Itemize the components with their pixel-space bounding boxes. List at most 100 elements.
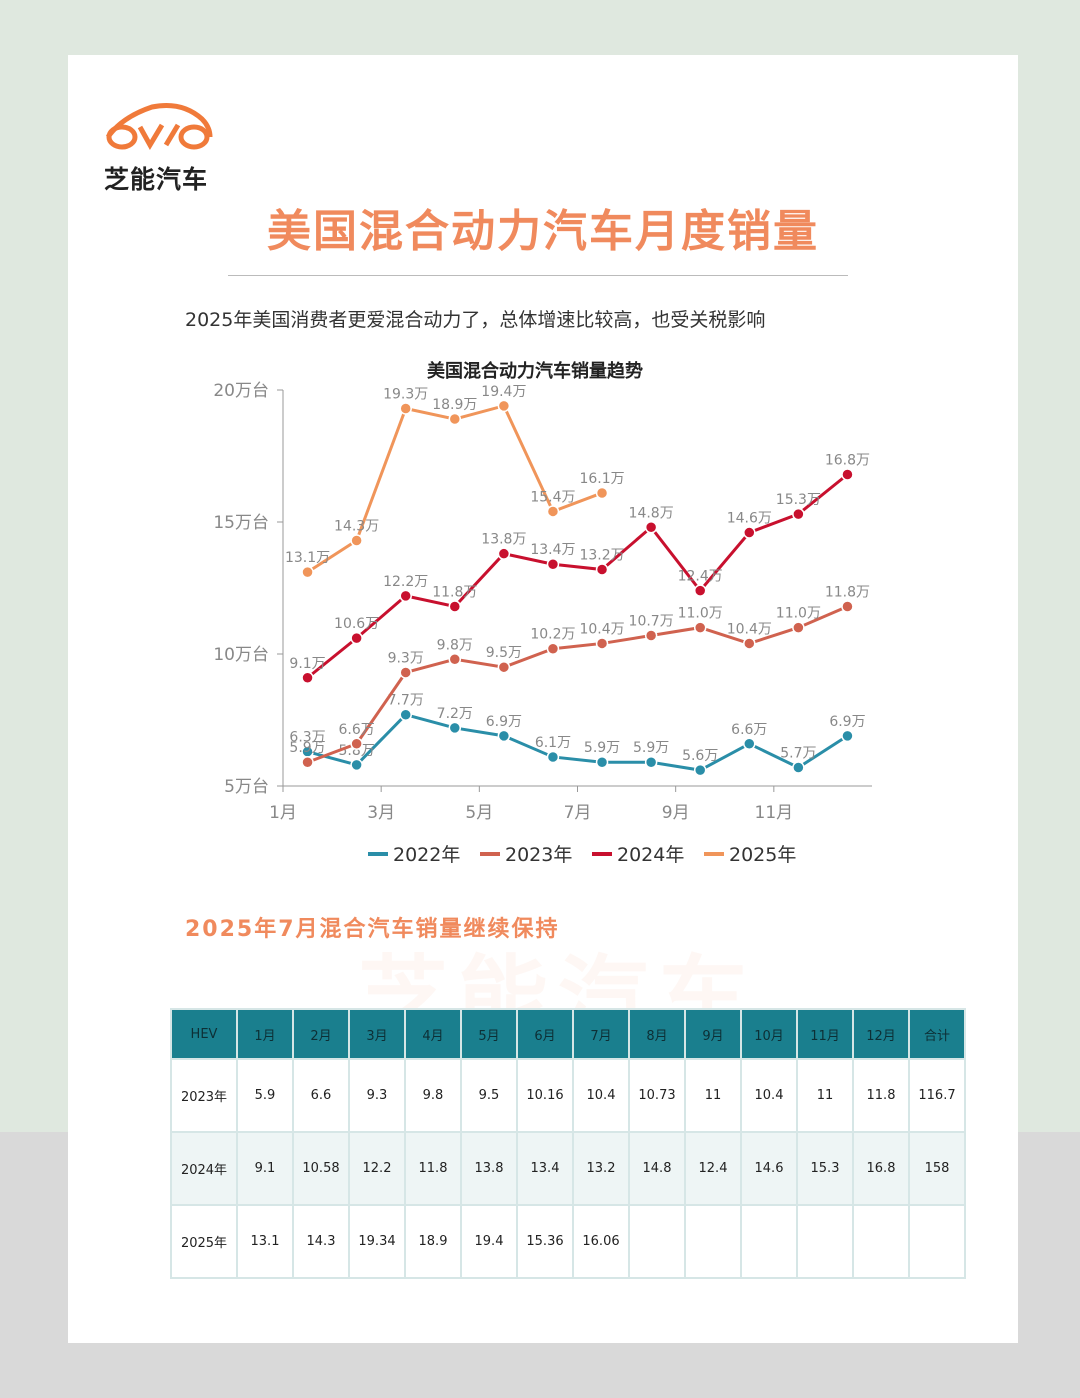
legend-label: 2023年 bbox=[505, 844, 572, 866]
data-point bbox=[399, 589, 412, 603]
data-label: 5.7万 bbox=[780, 746, 816, 762]
table-cell: 合计 bbox=[908, 1008, 966, 1060]
table-cell bbox=[796, 1204, 854, 1279]
data-point bbox=[644, 629, 658, 642]
table-cell: 5月 bbox=[460, 1008, 518, 1060]
table-cell: 12.2 bbox=[348, 1131, 406, 1206]
table-cell: 12月 bbox=[852, 1008, 910, 1060]
data-label: 6.6万 bbox=[338, 722, 374, 738]
table-cell: 9.3 bbox=[348, 1058, 406, 1133]
table-cell: 9.5 bbox=[460, 1058, 518, 1133]
table-cell: 11.8 bbox=[404, 1131, 462, 1206]
data-point bbox=[546, 557, 560, 571]
data-label: 10.4万 bbox=[727, 621, 772, 637]
data-point bbox=[497, 399, 511, 413]
series-line bbox=[307, 605, 849, 764]
data-point bbox=[350, 534, 363, 547]
data-label: 6.9万 bbox=[486, 714, 522, 730]
data-label: 7.2万 bbox=[437, 706, 473, 722]
table-cell: 11 bbox=[684, 1058, 742, 1133]
data-label: 14.3万 bbox=[334, 518, 379, 534]
data-point bbox=[595, 563, 609, 576]
table-cell: 16.8 bbox=[852, 1131, 910, 1206]
data-point bbox=[497, 660, 511, 674]
title: 美国混合动力汽车月度销量 bbox=[267, 206, 819, 257]
table-cell: 5.9 bbox=[236, 1058, 294, 1133]
data-label: 5.9万 bbox=[289, 740, 325, 756]
data-table: HEV 1月 2月 3月 4月 5月 6月 7月 8月 9月 10月 11月 12月 合计 2023年 5.9… bbox=[170, 1008, 966, 1279]
subtitle: 2025年美国消费者更爱混合动力了，总体增速比较高，也受关税影响 bbox=[185, 309, 766, 331]
table-cell: 1月 bbox=[236, 1008, 294, 1060]
table-cell: 9.1 bbox=[236, 1131, 294, 1206]
data-label: 12.4万 bbox=[678, 569, 723, 585]
table-cell: 11月 bbox=[796, 1008, 854, 1060]
table-cell: 12.4 bbox=[684, 1131, 742, 1206]
data-label: 5.9万 bbox=[633, 740, 669, 756]
data-point bbox=[693, 621, 707, 634]
table-cell: 10.16 bbox=[516, 1058, 574, 1133]
legend-label: 2024年 bbox=[617, 844, 684, 866]
table-cell: 14.8 bbox=[628, 1131, 686, 1206]
data-point bbox=[448, 600, 462, 613]
table-cell: 13.2 bbox=[572, 1131, 630, 1206]
data-point bbox=[743, 637, 756, 650]
data-label: 14.6万 bbox=[727, 511, 772, 527]
series-line bbox=[306, 473, 849, 679]
table-cell: 158 bbox=[908, 1131, 966, 1206]
x-tick-label: 7月 bbox=[564, 803, 592, 823]
data-point bbox=[448, 412, 462, 426]
data-label: 6.6万 bbox=[731, 722, 767, 738]
data-point bbox=[350, 631, 363, 645]
table-cell bbox=[852, 1204, 910, 1279]
data-label: 15.3万 bbox=[776, 492, 821, 508]
brand: 芝能汽车 bbox=[104, 165, 209, 194]
logo bbox=[105, 103, 213, 150]
table-row: 2023年 5.9 6.6 9.3 9.8 9.5 10.16 10.4 10.73 11 10.4… bbox=[170, 1058, 966, 1133]
data-label: 13.8万 bbox=[481, 532, 526, 548]
table-cell bbox=[908, 1204, 966, 1279]
table-cell: 6.6 bbox=[292, 1058, 350, 1133]
table-cell bbox=[628, 1204, 686, 1279]
table-cell: 19.4 bbox=[460, 1204, 518, 1279]
data-label: 16.8万 bbox=[825, 452, 870, 468]
table-cell: 13.8 bbox=[460, 1131, 518, 1206]
data-point bbox=[301, 755, 314, 769]
y-tick-label: 10万台 bbox=[213, 645, 269, 665]
table-cell bbox=[740, 1204, 798, 1279]
data-point bbox=[792, 507, 805, 521]
data-label: 10.2万 bbox=[530, 627, 575, 643]
table-cell: 11.8 bbox=[852, 1058, 910, 1133]
data-label: 6.9万 bbox=[829, 714, 865, 730]
table-cell: 14.6 bbox=[740, 1131, 798, 1206]
legend-label: 2025年 bbox=[729, 844, 796, 866]
data-label: 9.8万 bbox=[437, 637, 473, 653]
table-cell: 15.3 bbox=[796, 1131, 854, 1206]
data-label: 10.4万 bbox=[579, 621, 624, 637]
data-label: 13.2万 bbox=[579, 548, 624, 564]
table-cell: 2024年 bbox=[170, 1131, 238, 1206]
data-point bbox=[743, 526, 756, 539]
data-point bbox=[792, 761, 805, 774]
x-tick-label: 11月 bbox=[755, 803, 794, 823]
data-point bbox=[546, 505, 560, 518]
data-label: 15.4万 bbox=[530, 489, 575, 505]
divider bbox=[228, 275, 848, 276]
table-cell: 10月 bbox=[740, 1008, 798, 1060]
table-cell: 2025年 bbox=[170, 1204, 238, 1279]
data-label: 9.5万 bbox=[486, 645, 522, 661]
table-cell: 10.4 bbox=[740, 1058, 798, 1133]
table-cell: 2023年 bbox=[170, 1058, 238, 1133]
table-cell: 6月 bbox=[516, 1008, 574, 1060]
table-cell: 8月 bbox=[628, 1008, 686, 1060]
legend-label: 2022年 bbox=[393, 844, 460, 866]
data-point bbox=[497, 729, 511, 743]
table-cell: 4月 bbox=[404, 1008, 462, 1060]
data-label: 9.3万 bbox=[388, 650, 424, 666]
data-point bbox=[841, 600, 854, 613]
table-cell: 19.34 bbox=[348, 1204, 406, 1279]
table-cell: 13.1 bbox=[236, 1204, 294, 1279]
data-label: 14.8万 bbox=[629, 505, 674, 521]
table-cell: 2月 bbox=[292, 1008, 350, 1060]
data-label: 5.6万 bbox=[682, 748, 718, 764]
x-tick-label: 5月 bbox=[465, 803, 493, 823]
